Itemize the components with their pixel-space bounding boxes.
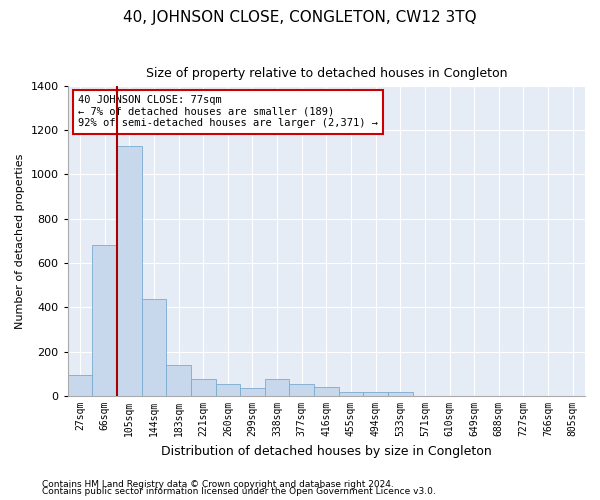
Text: 40 JOHNSON CLOSE: 77sqm
← 7% of detached houses are smaller (189)
92% of semi-de: 40 JOHNSON CLOSE: 77sqm ← 7% of detached… (78, 95, 378, 128)
Title: Size of property relative to detached houses in Congleton: Size of property relative to detached ho… (146, 68, 507, 80)
Bar (191, 380, 215, 396)
Bar (215, 384, 240, 396)
Bar (240, 388, 265, 396)
Bar (364, 392, 388, 396)
Bar (289, 384, 314, 396)
Bar (142, 298, 166, 396)
Text: Contains public sector information licensed under the Open Government Licence v3: Contains public sector information licen… (42, 487, 436, 496)
Text: 40, JOHNSON CLOSE, CONGLETON, CW12 3TQ: 40, JOHNSON CLOSE, CONGLETON, CW12 3TQ (123, 10, 477, 25)
Bar (338, 392, 364, 396)
Text: Contains HM Land Registry data © Crown copyright and database right 2024.: Contains HM Land Registry data © Crown c… (42, 480, 394, 489)
Bar (388, 392, 413, 396)
Bar (68, 375, 92, 396)
Bar (117, 146, 142, 396)
Bar (166, 365, 191, 396)
Bar (265, 380, 289, 396)
X-axis label: Distribution of detached houses by size in Congleton: Distribution of detached houses by size … (161, 444, 492, 458)
Bar (314, 387, 338, 396)
Bar (92, 246, 117, 396)
Y-axis label: Number of detached properties: Number of detached properties (15, 154, 25, 328)
